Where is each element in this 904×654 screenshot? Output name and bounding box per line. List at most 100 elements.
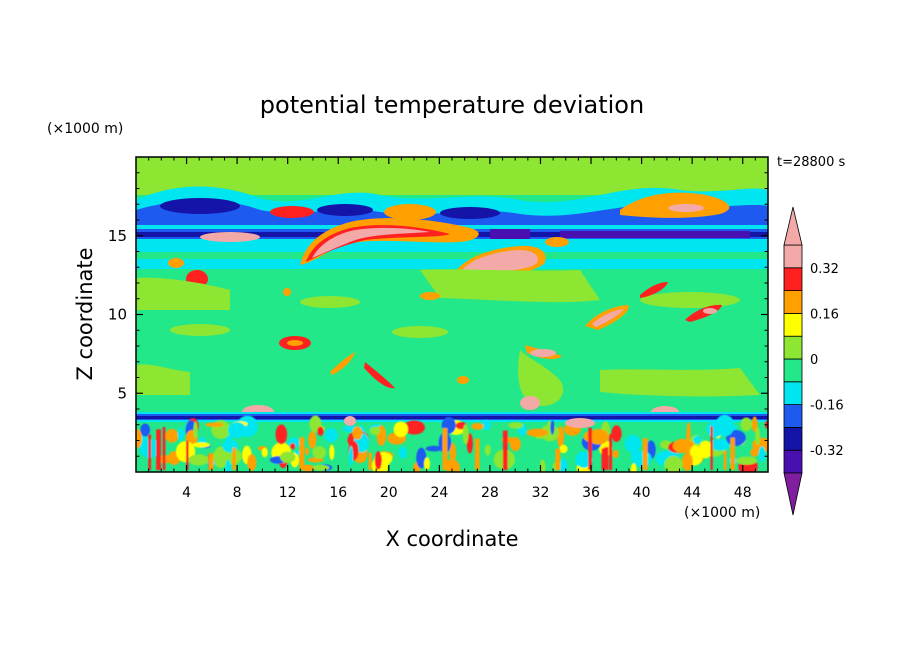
boundary-layer-cell: [188, 454, 209, 466]
warm-cell: [168, 258, 184, 268]
boundary-layer-cell: [710, 438, 731, 451]
warm-cell: [420, 292, 440, 300]
boundary-layer-cell: [706, 421, 724, 438]
boundary-layer-cell: [539, 459, 546, 472]
boundary-layer-updraft: [642, 438, 648, 470]
colorbar-bin: [783, 244, 803, 269]
boundary-layer-cell: [624, 434, 642, 453]
x-axis-label: X coordinate: [385, 527, 518, 551]
upper-dark-cell: [160, 198, 240, 214]
boundary-layer-updraft: [686, 433, 690, 470]
y-tick-label: 5: [117, 384, 127, 402]
warm-plume-base: [565, 418, 595, 428]
boundary-layer-cell: [369, 426, 381, 436]
colorbar-tick-label: 0.32: [810, 262, 839, 277]
boundary-layer-cell: [466, 433, 473, 454]
mid-light-green-region: [420, 269, 600, 303]
mid-upper-green-band: [136, 252, 768, 259]
x-tick-label: 24: [430, 485, 448, 501]
boundary-layer-cell: [611, 425, 622, 442]
mid-light-green-cell: [170, 324, 230, 336]
boundary-layer-cell: [550, 420, 555, 435]
tropopause-purple-cell: [560, 231, 750, 238]
x-tick-label: 20: [380, 485, 398, 501]
boundary-layer-cell: [311, 464, 330, 471]
boundary-layer-cell: [247, 454, 257, 471]
boundary-layer-cell: [205, 422, 224, 427]
boundary-layer-dark-band: [136, 416, 768, 419]
boundary-layer-cell: [416, 447, 427, 469]
boundary-layer-cell: [630, 463, 637, 472]
x-axis: 4 8 12 16 20 24 28 32 36 40 44 48: [148, 157, 756, 501]
boundary-layer-cell: [177, 427, 185, 441]
colorbar-bin: [783, 381, 803, 405]
colorbar-bin: [783, 404, 803, 428]
boundary-layer-cell: [612, 450, 619, 458]
x-tick-label: 48: [734, 485, 752, 501]
boundary-layer-cell: [329, 444, 335, 460]
boundary-layer-updraft: [604, 447, 609, 470]
lower-light-green-region: [518, 350, 564, 406]
boundary-layer-cell: [508, 422, 524, 429]
x-tick-label: 4: [182, 485, 191, 501]
warm-streak: [364, 362, 395, 389]
boundary-layer-updraft: [710, 426, 713, 470]
boundary-layer-cell: [560, 458, 568, 472]
x-tick-label: 8: [233, 485, 242, 501]
boundary-layer-cell: [424, 457, 430, 471]
boundary-layer-updraft: [186, 441, 189, 470]
boundary-layer-cell: [455, 463, 460, 472]
y-tick-label: 10: [108, 306, 127, 324]
boundary-layer-cell: [324, 428, 338, 443]
upper-dark-cell: [440, 207, 500, 219]
boundary-layer-cell: [583, 430, 606, 443]
boundary-layer-updraft: [299, 437, 305, 470]
boundary-layer-cell: [225, 459, 231, 472]
y-unit-label: (×1000 m): [47, 121, 123, 137]
boundary-layer-cell: [559, 444, 568, 454]
warm-cell: [283, 288, 291, 296]
upper-warm-cell: [384, 204, 436, 220]
mid-light-green-cell: [392, 326, 448, 338]
boundary-layer-updraft: [730, 437, 735, 470]
y-axis: 5 10 15: [108, 172, 768, 457]
mid-light-green-cell: [300, 296, 360, 308]
colorbar-bin: [783, 335, 803, 360]
x-tick-label: 40: [633, 485, 651, 501]
boundary-layer-cell: [462, 424, 469, 445]
warm-plume-west-peak: [312, 227, 430, 258]
warm-plume-base: [344, 416, 356, 426]
x-tick-label: 28: [481, 485, 499, 501]
colorbar-tick-label: -0.16: [810, 399, 844, 414]
x-tick-label: 12: [279, 485, 297, 501]
boundary-layer-cell: [374, 451, 382, 470]
boundary-layer-cell: [275, 424, 288, 445]
boundary-layer-cell: [312, 446, 327, 459]
colorbar-bin: [783, 312, 803, 337]
boundary-layer-cell: [290, 443, 296, 450]
boundary-layer-cell: [261, 447, 268, 458]
boundary-layer-updraft: [474, 438, 480, 470]
colorbar-top-extend: [783, 206, 803, 246]
lower-light-green-region: [600, 368, 760, 397]
colorbar-tick-label: 0: [810, 353, 818, 368]
upper-dark-cell: [317, 204, 373, 216]
x-tick-label: 16: [329, 485, 347, 501]
x-tick-label: 44: [683, 485, 701, 501]
mid-light-green-region: [136, 277, 230, 310]
boundary-layer-cell: [425, 445, 442, 452]
chart-title: potential temperature deviation: [260, 91, 644, 119]
colorbar: 0.32 0.16 0 -0.16 -0.32: [783, 206, 844, 516]
boundary-layer-updraft: [601, 448, 604, 470]
boundary-layer-cell: [165, 429, 179, 443]
mid-light-green-cell: [640, 292, 740, 308]
boundary-layer-cell: [481, 419, 492, 431]
boundary-layer-cell: [403, 420, 426, 435]
boundary-layer-cell: [526, 428, 549, 437]
boundary-layer-cell: [140, 423, 151, 437]
colorbar-bin: [783, 426, 803, 451]
colorbar-bin: [783, 358, 803, 383]
boundary-layer-updraft: [588, 427, 592, 470]
boundary-layer-cell: [736, 456, 757, 465]
